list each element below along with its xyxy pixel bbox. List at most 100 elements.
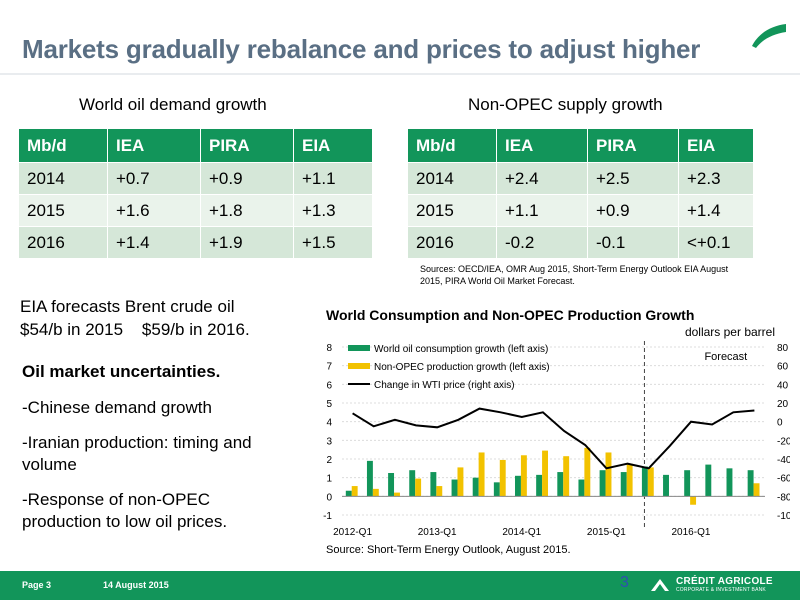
table-header-row: Mb/d IEA PIRA EIA xyxy=(18,128,373,163)
y2-tick-label: 60 xyxy=(777,362,789,373)
bar xyxy=(409,470,416,497)
footer-bar xyxy=(0,571,800,600)
consumption-production-chart: -1 0 1 2 3 4 5 6 7 8 -100 -80 -60 -40 -20 0 20 40 60 80doll… xyxy=(323,325,790,538)
table-row: 2014 +2.4 +2.5 +2.3 xyxy=(407,162,754,195)
uncertainty-item: production to low oil prices. xyxy=(22,512,228,531)
footer-page: Page 3 xyxy=(22,580,52,590)
y-tick-label: 7 xyxy=(326,362,332,373)
forecast-line-1: EIA forecasts Brent crude oil xyxy=(20,297,235,316)
bar xyxy=(605,452,612,497)
uncertainty-item: -Response of non-OPEC xyxy=(22,490,211,509)
y2-tick-label: -40 xyxy=(777,455,790,466)
supply-table-caption: Non-OPEC supply growth xyxy=(468,95,663,114)
y-tick-label: 8 xyxy=(326,343,332,354)
bar xyxy=(753,483,760,497)
chart-source: Source: Short-Term Energy Outlook, Augus… xyxy=(326,544,571,556)
table-cell: +1.4 xyxy=(678,194,754,227)
bar xyxy=(478,452,485,497)
uncertainties-title: Oil market uncertainties. xyxy=(22,362,221,381)
bar xyxy=(563,456,570,497)
bar xyxy=(345,490,352,497)
credit-agricole-logo: CRÉDIT AGRICOLE CORPORATE & INVESTMENT B… xyxy=(650,576,773,593)
table-cell: +1.5 xyxy=(293,226,373,259)
table-cell: +1.8 xyxy=(200,194,294,227)
bar xyxy=(472,477,479,497)
y2-tick-label: 80 xyxy=(777,343,789,354)
y2-tick-label: 0 xyxy=(777,418,783,429)
bar xyxy=(584,447,591,497)
table-header-cell: EIA xyxy=(678,128,754,163)
y2-tick-label: -100 xyxy=(777,511,790,522)
table-header-row: Mb/d IEA PIRA EIA xyxy=(407,128,754,163)
table-row: 2016 -0.2 -0.1 <+0.1 xyxy=(407,226,754,259)
table-row: 2015 +1.6 +1.8 +1.3 xyxy=(18,194,373,227)
y2-tick-label: -20 xyxy=(777,436,790,447)
y-tick-label: 5 xyxy=(326,399,332,410)
table-cell: 2015 xyxy=(407,194,497,227)
slide-number: 3 xyxy=(620,574,629,591)
table-cell: 2015 xyxy=(18,194,108,227)
bar xyxy=(747,470,754,497)
table-cell: +0.9 xyxy=(587,194,679,227)
bar xyxy=(515,475,521,497)
bar xyxy=(536,474,543,497)
bar xyxy=(394,492,400,497)
table-cell: +1.9 xyxy=(200,226,294,259)
table-cell: -0.1 xyxy=(587,226,679,259)
forecast-label: Forecast xyxy=(704,351,747,363)
bar xyxy=(705,464,712,497)
bar xyxy=(499,459,506,497)
bar xyxy=(663,474,669,497)
sources-note: Sources: OECD/IEA, OMR Aug 2015, Short-T… xyxy=(420,264,729,286)
demand-table: Mb/d IEA PIRA EIA 2014 +0.7 +0.9 +1.1 20… xyxy=(18,128,373,259)
title-divider xyxy=(0,73,800,75)
bar xyxy=(599,470,606,497)
bar xyxy=(493,482,500,497)
y2-tick-label: -60 xyxy=(777,474,790,485)
brand-mark-icon xyxy=(752,24,786,48)
slide-title: Markets gradually rebalance and prices t… xyxy=(22,34,701,64)
bar xyxy=(430,472,437,497)
bar xyxy=(690,496,697,505)
demand-table-caption: World oil demand growth xyxy=(79,95,267,114)
table-header-cell: Mb/d xyxy=(407,128,497,163)
table-cell: 2016 xyxy=(18,226,108,259)
bar xyxy=(351,486,358,497)
logo-line-2: CORPORATE & INVESTMENT BANK xyxy=(676,587,766,593)
bar xyxy=(372,488,379,497)
x-tick-label: 2015-Q1 xyxy=(587,527,626,538)
table-cell: +2.4 xyxy=(496,162,588,195)
uncertainty-item: -Chinese demand growth xyxy=(22,398,212,417)
table-cell: +1.4 xyxy=(107,226,201,259)
table-cell: <+0.1 xyxy=(678,226,754,259)
table-header-cell: EIA xyxy=(293,128,373,163)
table-cell: +2.3 xyxy=(678,162,754,195)
table-row: 2015 +1.1 +0.9 +1.4 xyxy=(407,194,754,227)
x-tick-label: 2016-Q1 xyxy=(672,527,711,538)
table-cell: -0.2 xyxy=(496,226,588,259)
bar xyxy=(520,455,527,497)
bar xyxy=(436,486,443,497)
bar xyxy=(415,478,422,497)
table-row: 2016 +1.4 +1.9 +1.5 xyxy=(18,226,373,259)
table-cell: 2014 xyxy=(18,162,108,195)
legend-label: World oil consumption growth (left axis) xyxy=(374,344,548,355)
table-cell: +1.1 xyxy=(293,162,373,195)
legend-swatch xyxy=(348,345,370,351)
table-row: 2014 +0.7 +0.9 +1.1 xyxy=(18,162,373,195)
bar xyxy=(684,470,691,497)
bar xyxy=(626,463,633,497)
bar xyxy=(542,450,549,497)
bar xyxy=(451,479,458,497)
supply-table: Mb/d IEA PIRA EIA 2014 +2.4 +2.5 +2.3 20… xyxy=(407,128,754,259)
y2-tick-label: 40 xyxy=(777,380,789,391)
bar xyxy=(647,467,654,497)
y-tick-label: 0 xyxy=(326,492,332,503)
logo-line-1: CRÉDIT AGRICOLE xyxy=(676,576,773,587)
y-tick-label: 2 xyxy=(326,455,332,466)
footer-date: 14 August 2015 xyxy=(103,580,169,590)
bar xyxy=(578,479,585,497)
y-tick-label: 3 xyxy=(326,436,332,447)
table-cell: 2016 xyxy=(407,226,497,259)
table-header-cell: PIRA xyxy=(200,128,294,163)
